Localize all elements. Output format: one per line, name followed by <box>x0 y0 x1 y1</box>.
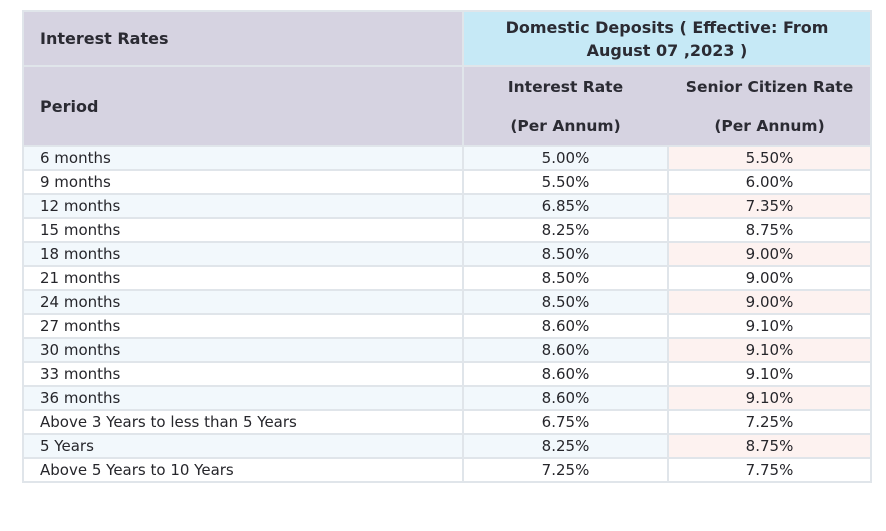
table-row: 9 months 5.50% 6.00% <box>22 169 873 195</box>
effective-date-line1: Domestic Deposits ( Effective: From <box>505 17 829 37</box>
senior-rate-cell: 8.75% <box>666 217 873 243</box>
interest-rate-cell: 8.50% <box>462 289 669 315</box>
period-cell: 33 months <box>22 361 464 387</box>
period-cell: 21 months <box>22 265 464 291</box>
period-cell: 15 months <box>22 217 464 243</box>
interest-rate-column-header: Interest Rate (Per Annum) <box>462 65 669 147</box>
senior-rate-cell: 9.10% <box>666 385 873 411</box>
header-row-title: Interest Rates Domestic Deposits ( Effec… <box>22 10 873 67</box>
period-cell: 6 months <box>22 145 464 171</box>
senior-rate-column-header: Senior Citizen Rate (Per Annum) <box>666 65 873 147</box>
table-row: 27 months 8.60% 9.10% <box>22 313 873 339</box>
period-cell: Above 3 Years to less than 5 Years <box>22 409 464 435</box>
interest-rate-cell: 8.60% <box>462 361 669 387</box>
period-cell: 24 months <box>22 289 464 315</box>
period-cell: 12 months <box>22 193 464 219</box>
senior-rate-label: Senior Citizen Rate <box>685 77 854 96</box>
table-row: 18 months 8.50% 9.00% <box>22 241 873 267</box>
table-row: 21 months 8.50% 9.00% <box>22 265 873 291</box>
table-row: Above 3 Years to less than 5 Years 6.75%… <box>22 409 873 435</box>
senior-rate-cell: 9.10% <box>666 313 873 339</box>
period-cell: 36 months <box>22 385 464 411</box>
senior-rate-sublabel: (Per Annum) <box>714 116 825 135</box>
senior-rate-cell: 9.00% <box>666 265 873 291</box>
senior-rate-cell: 6.00% <box>666 169 873 195</box>
interest-rate-cell: 8.25% <box>462 433 669 459</box>
period-cell: 5 Years <box>22 433 464 459</box>
table-row: 15 months 8.25% 8.75% <box>22 217 873 243</box>
senior-rate-cell: 7.35% <box>666 193 873 219</box>
interest-rate-cell: 8.25% <box>462 217 669 243</box>
table-row: 5 Years 8.25% 8.75% <box>22 433 873 459</box>
interest-rate-sublabel: (Per Annum) <box>510 116 621 135</box>
senior-rate-cell: 7.25% <box>666 409 873 435</box>
table-row: Above 5 Years to 10 Years 7.25% 7.75% <box>22 457 873 483</box>
interest-rate-cell: 6.85% <box>462 193 669 219</box>
table-title: Interest Rates <box>22 10 464 67</box>
period-cell: 27 months <box>22 313 464 339</box>
interest-rate-cell: 8.60% <box>462 385 669 411</box>
interest-rate-cell: 5.00% <box>462 145 669 171</box>
table-row: 30 months 8.60% 9.10% <box>22 337 873 363</box>
effective-date-line2: August 07 ,2023 ) <box>586 40 748 60</box>
interest-rate-label: Interest Rate <box>507 77 624 96</box>
table-row: 36 months 8.60% 9.10% <box>22 385 873 411</box>
senior-rate-cell: 8.75% <box>666 433 873 459</box>
effective-date-header: Domestic Deposits ( Effective: From Augu… <box>461 10 873 67</box>
rates-table: Interest Rates Domestic Deposits ( Effec… <box>22 10 873 483</box>
period-cell: Above 5 Years to 10 Years <box>22 457 464 483</box>
interest-rate-cell: 8.60% <box>462 313 669 339</box>
senior-rate-cell: 9.10% <box>666 361 873 387</box>
header-row-columns: Period Interest Rate (Per Annum) Senior … <box>22 65 873 147</box>
interest-rate-cell: 5.50% <box>462 169 669 195</box>
period-column-header: Period <box>22 65 464 147</box>
senior-rate-cell: 9.00% <box>666 289 873 315</box>
period-cell: 18 months <box>22 241 464 267</box>
interest-rate-cell: 8.50% <box>462 265 669 291</box>
senior-rate-cell: 9.00% <box>666 241 873 267</box>
table-row: 6 months 5.00% 5.50% <box>22 145 873 171</box>
senior-rate-cell: 9.10% <box>666 337 873 363</box>
period-cell: 9 months <box>22 169 464 195</box>
interest-rate-cell: 6.75% <box>462 409 669 435</box>
table-row: 12 months 6.85% 7.35% <box>22 193 873 219</box>
senior-rate-cell: 7.75% <box>666 457 873 483</box>
senior-rate-cell: 5.50% <box>666 145 873 171</box>
period-cell: 30 months <box>22 337 464 363</box>
interest-rate-cell: 8.50% <box>462 241 669 267</box>
interest-rate-cell: 8.60% <box>462 337 669 363</box>
table-row: 24 months 8.50% 9.00% <box>22 289 873 315</box>
table-row: 33 months 8.60% 9.10% <box>22 361 873 387</box>
interest-rate-cell: 7.25% <box>462 457 669 483</box>
